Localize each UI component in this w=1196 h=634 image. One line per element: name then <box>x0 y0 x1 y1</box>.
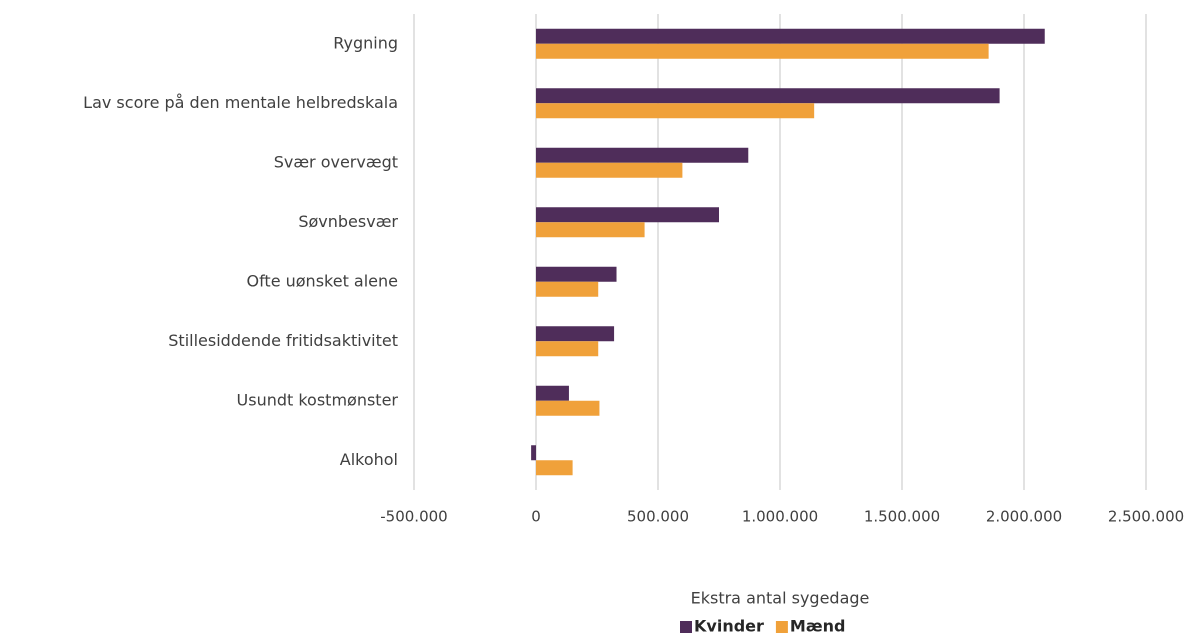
y-tick-label: Lav score på den mentale helbredskala <box>83 93 398 112</box>
bar <box>531 445 536 461</box>
x-axis-label: Ekstra antal sygedage <box>691 589 870 608</box>
x-tick-label: 0 <box>531 508 541 526</box>
x-tick-label: 2.000.000 <box>986 508 1062 526</box>
y-tick-label: Alkohol <box>340 450 398 469</box>
bar <box>536 460 573 476</box>
bar <box>536 326 615 342</box>
bar <box>536 88 1000 104</box>
x-tick-label: 2.500.000 <box>1108 508 1184 526</box>
x-tick-label: 1.500.000 <box>864 508 940 526</box>
legend-swatch <box>680 621 692 633</box>
x-tick-label: 500.000 <box>627 508 689 526</box>
bar <box>536 28 1045 44</box>
legend-label: Mænd <box>790 617 846 634</box>
legend-label: Kvinder <box>694 617 764 634</box>
y-tick-label: Svær overvægt <box>274 152 398 171</box>
x-tick-label: -500.000 <box>380 508 447 526</box>
legend-swatch <box>775 621 788 633</box>
y-tick-label: Stillesiddende fritidsaktivitet <box>168 331 398 350</box>
bar <box>536 385 569 401</box>
y-tick-label: Usundt kostmønster <box>237 390 399 409</box>
y-tick-label: Rygning <box>333 33 398 52</box>
bar <box>536 281 599 297</box>
y-tick-label: Søvnbesvær <box>298 212 398 231</box>
bar <box>536 162 683 178</box>
y-tick-label: Ofte uønsket alene <box>246 271 398 290</box>
bar <box>536 400 600 416</box>
bar <box>536 222 645 238</box>
bar <box>536 266 617 282</box>
bar <box>536 43 989 59</box>
bar <box>536 103 815 119</box>
bar <box>536 207 719 223</box>
bar <box>536 147 749 163</box>
x-tick-label: 1.000.000 <box>742 508 818 526</box>
bar <box>536 341 599 357</box>
